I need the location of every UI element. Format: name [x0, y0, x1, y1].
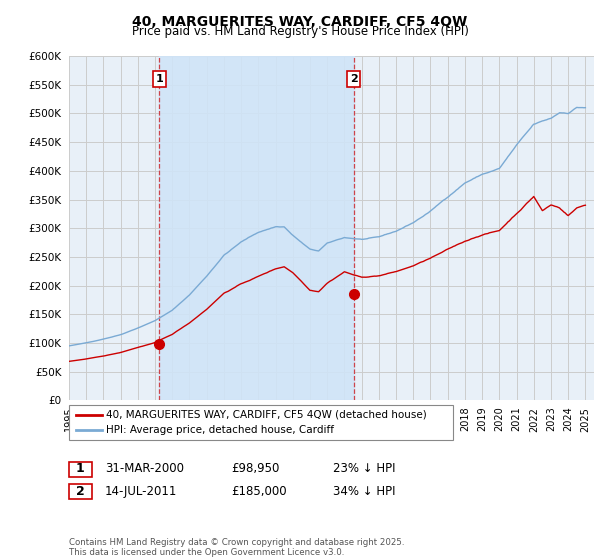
Text: 40, MARGUERITES WAY, CARDIFF, CF5 4QW (detached house): 40, MARGUERITES WAY, CARDIFF, CF5 4QW (d…	[106, 410, 427, 420]
Text: 1: 1	[155, 74, 163, 84]
Text: £98,950: £98,950	[231, 462, 280, 475]
Text: 2: 2	[350, 74, 358, 84]
Text: £185,000: £185,000	[231, 484, 287, 498]
Text: 2: 2	[76, 484, 85, 498]
Text: 23% ↓ HPI: 23% ↓ HPI	[333, 462, 395, 475]
Text: 40, MARGUERITES WAY, CARDIFF, CF5 4QW: 40, MARGUERITES WAY, CARDIFF, CF5 4QW	[133, 15, 467, 29]
Text: HPI: Average price, detached house, Cardiff: HPI: Average price, detached house, Card…	[106, 424, 334, 435]
Text: Contains HM Land Registry data © Crown copyright and database right 2025.
This d: Contains HM Land Registry data © Crown c…	[69, 538, 404, 557]
Text: 34% ↓ HPI: 34% ↓ HPI	[333, 484, 395, 498]
Text: 14-JUL-2011: 14-JUL-2011	[105, 484, 178, 498]
Text: 1: 1	[76, 462, 85, 475]
Text: 31-MAR-2000: 31-MAR-2000	[105, 462, 184, 475]
Bar	[160, 56, 354, 400]
Text: Price paid vs. HM Land Registry's House Price Index (HPI): Price paid vs. HM Land Registry's House …	[131, 25, 469, 38]
